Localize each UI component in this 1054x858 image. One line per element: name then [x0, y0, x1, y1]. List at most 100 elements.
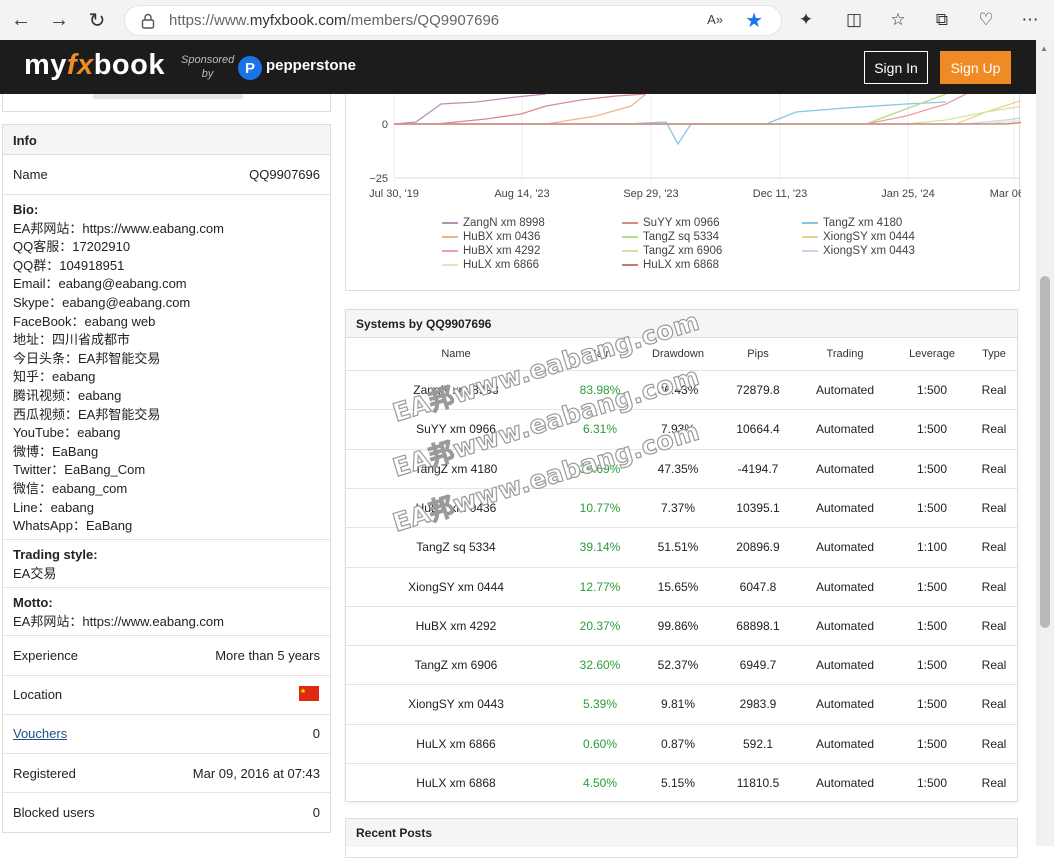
vouchers-row: Vouchers 0 [3, 715, 330, 754]
bio-line: QQ群：104918951 [13, 257, 125, 273]
cell-type: Real [981, 697, 1007, 712]
legend-item[interactable]: XiongSY xm 0443 [802, 245, 915, 257]
cell-name[interactable]: HuLX xm 6866 [416, 736, 496, 751]
cell-drawdown: 36.43% [657, 383, 699, 397]
back-icon[interactable]: ← [11, 8, 31, 31]
bio-line: Skype：eabang@eabang.com [13, 294, 191, 310]
profile-card-bottom [2, 94, 331, 112]
cell-leverage: 1:500 [916, 697, 948, 712]
legend-item[interactable]: HuBX xm 4292 [442, 245, 540, 257]
legend-item[interactable]: SuYY xm 0966 [622, 217, 720, 229]
cell-name[interactable]: TangZ sq 5334 [416, 540, 496, 555]
table-row[interactable]: SuYY xm 0966 6.31% 7.93% 10664.4 Automated 1:… [346, 409, 1017, 448]
vouchers-link[interactable]: Vouchers [13, 726, 68, 741]
motto-label: Motto: [13, 595, 53, 610]
column-header-leverage[interactable]: Leverage [909, 348, 955, 360]
cell-leverage: 1:500 [916, 579, 948, 594]
split-screen-icon[interactable]: ◫ [845, 10, 863, 29]
cell-name[interactable]: SuYY xm 0966 [416, 422, 496, 437]
legend-item[interactable]: HuLX xm 6866 [442, 259, 539, 271]
cell-drawdown: 47.35% [657, 461, 699, 476]
browser-toolbar: ← → ↻ https://www.myfxbook.com/members/Q… [0, 0, 1054, 40]
column-header-name[interactable]: Name [441, 348, 471, 360]
cell-type: Real [981, 461, 1007, 476]
table-row[interactable]: HuBX xm 0436 10.77% 7.37% 10395.1 Automated 1… [346, 487, 1017, 527]
cell-name[interactable]: HuLX xm 6868 [416, 776, 496, 790]
cell-trading: Automated [815, 618, 875, 633]
address-bar[interactable]: https://www.myfxbook.com/members/QQ99076… [124, 5, 782, 36]
cell-leverage: 1:500 [916, 658, 948, 673]
extensions-icon[interactable]: ✦ [798, 10, 814, 29]
favorite-star-icon[interactable]: ★ [745, 10, 763, 32]
collections-icon[interactable]: ⧉ [935, 10, 949, 29]
cell-leverage: 1:100 [916, 540, 948, 555]
table-row[interactable]: XiongSY xm 0443 5.39% 9.81% 2983.9 Automated… [346, 684, 1017, 723]
cell-name[interactable]: XiongSY xm 0443 [408, 697, 504, 712]
forward-icon[interactable]: → [49, 8, 69, 31]
cell-gain: 35.69% [579, 461, 621, 476]
table-row[interactable]: ZangN xm 8998 83.98% 36.43% 72879.8 Automate… [346, 370, 1017, 409]
legend-label: HuBX xm 0436 [463, 231, 541, 243]
cell-name[interactable]: TangZ xm 6906 [414, 658, 498, 673]
cell-gain: 6.31% [582, 422, 618, 437]
cell-name[interactable]: HuBX xm 0436 [415, 500, 497, 515]
url-text[interactable]: https://www.myfxbook.com/members/QQ99076… [169, 12, 500, 29]
sponsor-name[interactable]: pepperstone [266, 57, 357, 74]
legend-item[interactable]: ZangN xm 8998 [442, 217, 545, 229]
column-header-trading[interactable]: Trading [826, 348, 864, 360]
legend-item[interactable]: TangZ xm 6906 [622, 245, 722, 257]
table-row[interactable]: HuBX xm 4292 20.37% 99.86% 68898.1 Automated… [346, 605, 1017, 645]
x-tick-label: Dec 11, '23 [753, 188, 807, 200]
sign-up-button[interactable]: Sign Up [940, 51, 1011, 84]
cell-type: Real [981, 540, 1007, 555]
bio-line: 腾讯视频：eabang [13, 387, 122, 403]
read-aloud-icon[interactable]: A» [707, 12, 723, 27]
blocked-label: Blocked users [13, 805, 95, 820]
legend-item[interactable]: HuBX xm 0436 [442, 231, 540, 243]
table-row[interactable]: HuLX xm 6868 4.50% 5.15% 11810.5 Automated 1:… [346, 763, 1017, 802]
legend-item[interactable]: TangZ xm 4180 [802, 217, 902, 229]
cell-type: Real [981, 776, 1007, 790]
series-line [394, 94, 647, 125]
table-row[interactable]: XiongSY xm 0444 12.77% 15.65% 6047.8 Automat… [346, 566, 1017, 606]
column-header-drawdown[interactable]: Drawdown [652, 348, 704, 360]
legend-label: HuBX xm 4292 [463, 245, 541, 257]
table-row[interactable]: TangZ xm 6906 32.60% 52.37% 6949.7 Automated… [346, 645, 1017, 684]
cell-pips: 10395.1 [736, 500, 780, 515]
cell-name[interactable]: XiongSY xm 0444 [408, 579, 504, 594]
health-icon[interactable]: ♡ [978, 10, 994, 29]
legend-item[interactable]: HuLX xm 6868 [622, 259, 719, 271]
page-scrollbar[interactable]: ▲ [1036, 40, 1054, 846]
cell-drawdown: 51.51% [657, 540, 699, 555]
cell-name[interactable]: TangZ xm 4180 [414, 461, 498, 476]
legend-label: HuLX xm 6866 [463, 259, 540, 271]
cell-pips: 2983.9 [739, 697, 777, 712]
table-row[interactable]: TangZ sq 5334 39.14% 51.51% 20896.9 Automate… [346, 527, 1017, 566]
more-icon[interactable]: ⋯ [1021, 10, 1039, 29]
column-header-gain[interactable]: Gain [588, 348, 612, 360]
refresh-icon[interactable]: ↻ [88, 9, 106, 32]
table-row[interactable]: TangZ xm 4180 35.69% 47.35% -4194.7 Automate… [346, 448, 1017, 488]
scroll-up-icon[interactable]: ▲ [1040, 44, 1048, 53]
systems-card: Systems by QQ9907696 Name Gain Drawdown Pip… [345, 309, 1018, 802]
sign-in-button[interactable]: Sign In [864, 51, 928, 84]
cell-pips: 10664.4 [736, 422, 780, 437]
cell-type: Real [981, 500, 1007, 515]
favorites-icon[interactable]: ☆ [890, 10, 906, 29]
info-title: Info [3, 125, 330, 155]
cell-name[interactable]: HuBX xm 4292 [415, 618, 497, 633]
cell-type: Real [981, 422, 1007, 437]
bio-line: 今日头条：EA邦智能交易 [13, 350, 161, 366]
scroll-thumb[interactable] [1040, 276, 1050, 628]
experience-value: More than 5 years [215, 648, 320, 663]
bio-line: 西瓜视频：EA邦智能交易 [13, 406, 161, 422]
column-header-pips[interactable]: Pips [747, 348, 769, 360]
cell-leverage: 1:500 [916, 500, 948, 515]
table-row[interactable]: HuLX xm 6866 0.60% 0.87% 592.1 Automated 1:50… [346, 723, 1017, 763]
column-header-type[interactable]: Type [982, 348, 1006, 360]
cell-name[interactable]: ZangN xm 8998 [413, 383, 499, 397]
legend-item[interactable]: TangZ sq 5334 [622, 231, 719, 243]
legend-item[interactable]: XiongSY xm 0444 [802, 231, 915, 243]
lock-icon[interactable] [141, 13, 155, 29]
myfxbook-logo[interactable]: myfxbook [24, 49, 165, 81]
